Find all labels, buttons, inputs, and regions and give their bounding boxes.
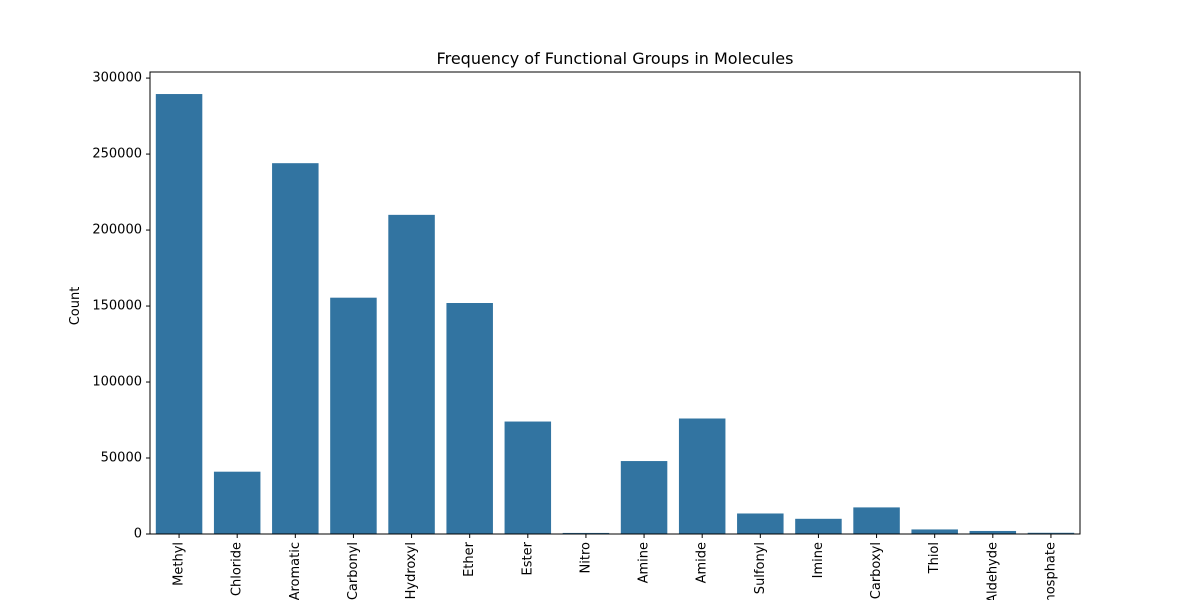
x-tick-label: Phosphate xyxy=(1043,542,1058,600)
x-axis: Methyl Chloride Aromatic Carbonyl Hydroxyl Et… xyxy=(172,534,1058,600)
x-tick-label: Ester xyxy=(520,541,535,575)
chart-title: Frequency of Functional Groups in Molecu… xyxy=(437,49,794,68)
x-tick-label: Chloride xyxy=(230,542,245,596)
plot-frame xyxy=(149,71,1081,535)
x-tick-label: Ether xyxy=(462,541,477,577)
bar-sulfonyl xyxy=(737,513,784,534)
y-tick-label: 250000 xyxy=(92,147,142,162)
bar-carboxyl xyxy=(853,507,900,534)
bar-methyl xyxy=(155,94,203,534)
x-tick-label: Carbonyl xyxy=(346,542,361,600)
bar-chloride xyxy=(213,471,261,534)
bar-carbonyl xyxy=(330,297,377,534)
bar-ester xyxy=(504,421,552,534)
y-tick-label: 50000 xyxy=(101,451,142,466)
bar-phosphate xyxy=(1027,532,1075,534)
y-axis: 0 50000 100000 150000 200000 250000 300000 xyxy=(92,71,150,542)
x-tick-label: Imine xyxy=(811,542,826,578)
x-tick-label: Nitro xyxy=(578,542,593,573)
x-tick-label: Aldehyde xyxy=(985,542,1000,600)
x-tick-label: Hydroxyl xyxy=(404,542,419,599)
y-tick-label: 0 xyxy=(134,527,142,542)
bar-hydroxyl xyxy=(388,214,435,534)
y-tick-label: 300000 xyxy=(92,71,142,86)
x-tick-label: Aromatic xyxy=(288,542,303,600)
x-tick-label: Methyl xyxy=(172,542,187,586)
bar-amine xyxy=(620,461,668,534)
bar-ether xyxy=(446,303,493,534)
y-tick-label: 100000 xyxy=(92,375,142,390)
y-axis-title: Count xyxy=(68,287,83,326)
x-tick-label: Thiol xyxy=(927,542,942,574)
bar-thiol xyxy=(911,529,958,534)
x-tick-label: Carboxyl xyxy=(869,542,884,599)
bar-aldehyde xyxy=(969,530,1017,534)
x-tick-label: Amide xyxy=(695,542,710,583)
bars-group xyxy=(155,94,1075,534)
x-tick-label: Sulfonyl xyxy=(753,542,768,594)
y-tick-label: 150000 xyxy=(92,299,142,314)
bar-nitro xyxy=(562,532,610,534)
bar-amide xyxy=(678,418,726,534)
bar-imine xyxy=(795,518,842,534)
y-tick-label: 200000 xyxy=(92,223,142,238)
x-tick-label: Amine xyxy=(637,542,652,583)
bar-aromatic xyxy=(272,163,319,534)
